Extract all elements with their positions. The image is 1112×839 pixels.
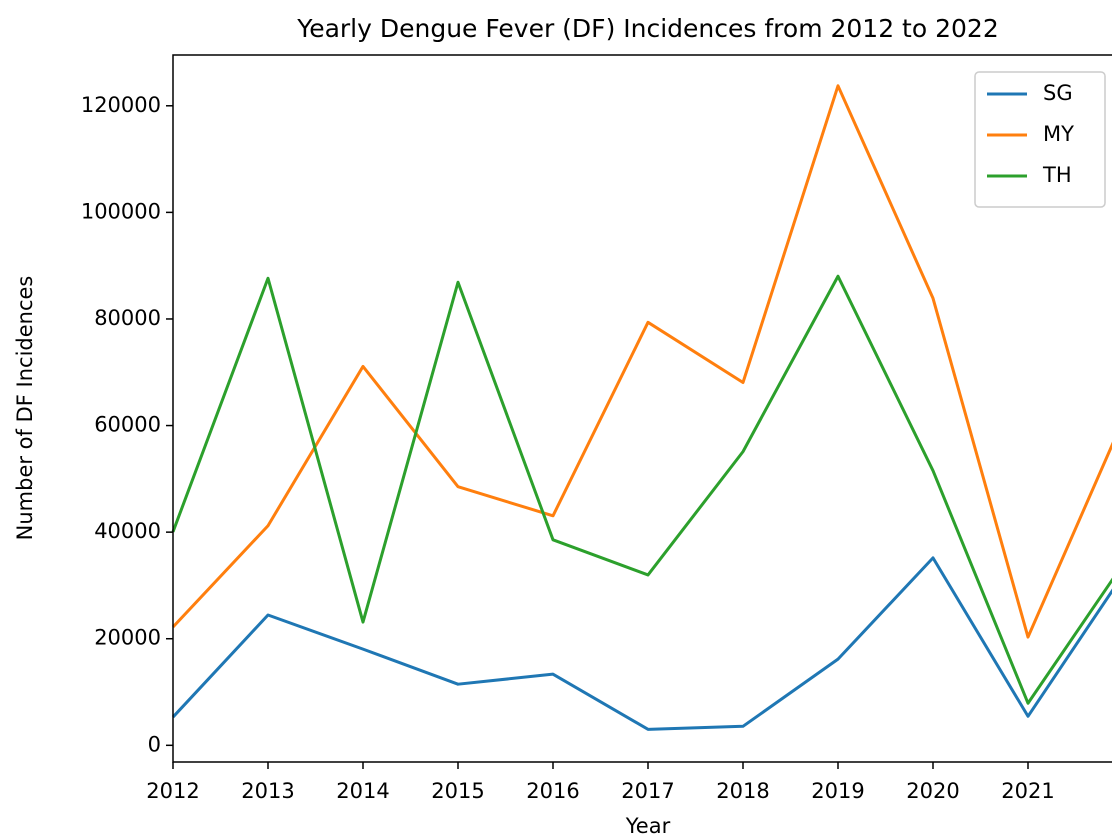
x-tick-label: 2019 [811, 779, 864, 803]
chart-title: Yearly Dengue Fever (DF) Incidences from… [296, 14, 998, 43]
x-tick-label: 2012 [146, 779, 199, 803]
series-line [171, 556, 1112, 731]
y-tick-label: 20000 [94, 626, 161, 650]
y-tick-label: 100000 [81, 199, 161, 223]
x-axis-label: Year [625, 814, 671, 838]
y-tick-label: 40000 [94, 519, 161, 543]
x-tick-label: 2014 [336, 779, 389, 803]
y-tick-label: 0 [148, 732, 161, 756]
x-tick-label: 2017 [621, 779, 674, 803]
legend-label: TH [1042, 163, 1072, 187]
x-tick-label: 2020 [906, 779, 959, 803]
legend-label: MY [1043, 122, 1074, 146]
x-tick-label: 2013 [241, 779, 294, 803]
legend-label: SG [1043, 81, 1073, 105]
y-tick-label: 80000 [94, 306, 161, 330]
axes-frame [172, 54, 1112, 763]
x-tick-label: 2016 [526, 779, 579, 803]
x-tick-label: 2021 [1001, 779, 1054, 803]
series-line [171, 84, 1112, 639]
x-tick-label: 2015 [431, 779, 484, 803]
series-line [171, 274, 1112, 705]
y-tick-label: 60000 [94, 413, 161, 437]
legend-box [974, 71, 1106, 208]
y-axis-label: Number of DF Incidences [13, 276, 37, 541]
x-tick-label: 2018 [716, 779, 769, 803]
y-tick-label: 120000 [81, 93, 161, 117]
